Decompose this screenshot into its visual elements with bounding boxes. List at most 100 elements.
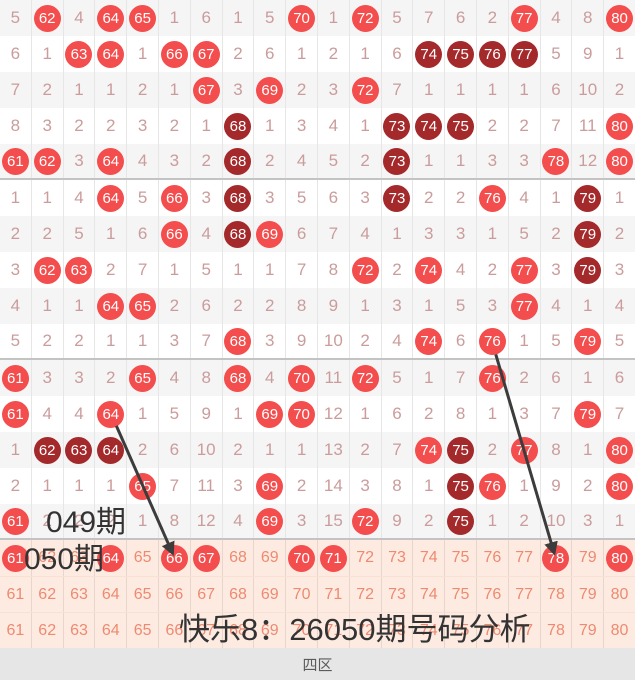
miss-count: 4 [169,368,180,387]
grid-cell: 11 [571,108,603,144]
miss-count: 4 [74,404,84,423]
grid-cell: 61 [0,360,31,396]
period-label-050: 050期 [24,543,105,576]
chart-caption: 快乐8：26050期号码分析 [179,612,531,647]
grid-cell: 15 [316,504,349,538]
grid-cell: 72 [348,577,381,612]
miss-count: 2 [106,368,116,387]
grid-cell: 1 [221,0,254,36]
miss-count: 4 [614,296,625,315]
grid-cell: 1 [126,36,158,72]
grid-cell: 75 [444,504,476,538]
miss-count: 2 [614,224,625,243]
grid-cell: 12 [189,504,222,538]
miss-count: 3 [360,188,370,207]
miss-count: 12 [578,151,598,170]
period-row: 2 1 1 1 65 7 11 3 69 2 14 3 8 1 75 76 1 9 2 80 [0,468,635,504]
miss-count: 1 [614,511,625,530]
repeat-number-ball: 75 [447,436,475,464]
grid-cell: 65 [126,613,158,648]
drawn-number-ball: 67 [192,544,220,572]
reference-number: 68 [229,621,247,639]
grid-cell: 8 [444,396,476,432]
miss-count: 7 [392,80,402,99]
repeat-number-ball: 79 [574,220,602,248]
miss-count: 1 [360,296,370,315]
reference-number: 69 [260,621,279,639]
grid-cell: 2 [253,288,285,324]
drawn-number-ball: 80 [606,112,634,140]
miss-count: 1 [106,331,116,350]
grid-cell: 68 [221,108,254,144]
miss-count: 1 [424,151,434,170]
grid-cell: 79 [571,180,603,216]
drawn-number-ball: 70 [288,364,316,392]
reference-number: 76 [483,549,502,566]
miss-count: 2 [424,188,434,207]
grid-cell: 9 [189,396,222,432]
grid-cell: 1 [94,468,126,504]
grid-cell: 2 [30,216,63,252]
repeat-number-ball: 79 [574,184,602,212]
grid-cell: 7 [603,396,635,432]
grid-cell: 1 [253,108,285,144]
grid-cell: 2 [539,216,572,252]
drawn-number-ball: 66 [160,40,188,68]
drawn-number-ball: 61 [1,364,29,392]
miss-count: 1 [42,476,52,495]
grid-cell: 64 [94,180,126,216]
repeat-number-ball: 74 [415,112,443,140]
grid-cell: 1 [0,180,31,216]
drawn-number-ball: 79 [574,327,602,355]
miss-count: 1 [169,260,180,279]
grid-cell: 5 [253,0,285,36]
grid-cell: 5 [0,0,31,36]
grid-cell: 2 [285,468,317,504]
grid-cell: 69 [253,577,285,612]
grid-cell: 2 [157,108,190,144]
miss-count: 1 [487,224,498,243]
miss-count: 1 [10,440,21,459]
grid-cell: 67 [189,577,222,612]
drawn-number-ball: 69 [256,220,284,248]
grid-cell: 6 [253,36,285,72]
grid-cell: 3 [348,180,381,216]
reference-number: 78 [547,621,565,639]
miss-count: 4 [42,404,52,423]
miss-count: 1 [233,8,243,27]
grid-cell: 3 [475,144,508,178]
period-row: 61 62 3 64 4 3 2 68 2 4 5 2 73 1 1 3 3 78 12 80 [0,144,635,180]
reference-number: 63 [70,549,88,566]
grid-cell: 77 [507,577,540,612]
result-row: 61 62 63 64 65 66 67 68 69 70 71 72 73 74 75 76 77 78 79 80 [0,540,635,576]
drawn-number-ball: 80 [606,436,634,464]
miss-count: 2 [233,44,243,63]
grid-cell: 71 [316,613,349,648]
miss-count: 1 [137,44,148,63]
grid-cell: 66 [157,613,190,648]
grid-cell: 69 [253,504,285,538]
grid-cell: 3 [316,72,349,108]
repeat-number-ball: 68 [224,147,252,175]
repeat-number-ball: 63 [65,436,93,464]
grid-cell: 1 [539,180,572,216]
miss-count: 3 [74,368,84,387]
grid-cell: 1 [94,216,126,252]
reference-number: 77 [515,621,534,639]
miss-count: 8 [169,511,180,530]
drawn-number-ball: 65 [129,364,157,392]
miss-count: 14 [323,476,343,495]
drawn-number-ball: 69 [256,400,284,428]
miss-count: 3 [328,80,339,99]
grid-cell: 80 [603,144,635,178]
reference-number: 71 [324,585,343,603]
grid-cell: 75 [444,577,476,612]
miss-count: 1 [424,80,434,99]
grid-cell: 8 [539,432,572,468]
grid-cell: 70 [285,613,317,648]
miss-count: 1 [10,188,21,207]
drawn-number-ball: 76 [478,327,506,355]
grid-cell: 7 [189,324,222,358]
grid-cell: 4 [0,288,31,324]
grid-cell: 5 [507,216,540,252]
